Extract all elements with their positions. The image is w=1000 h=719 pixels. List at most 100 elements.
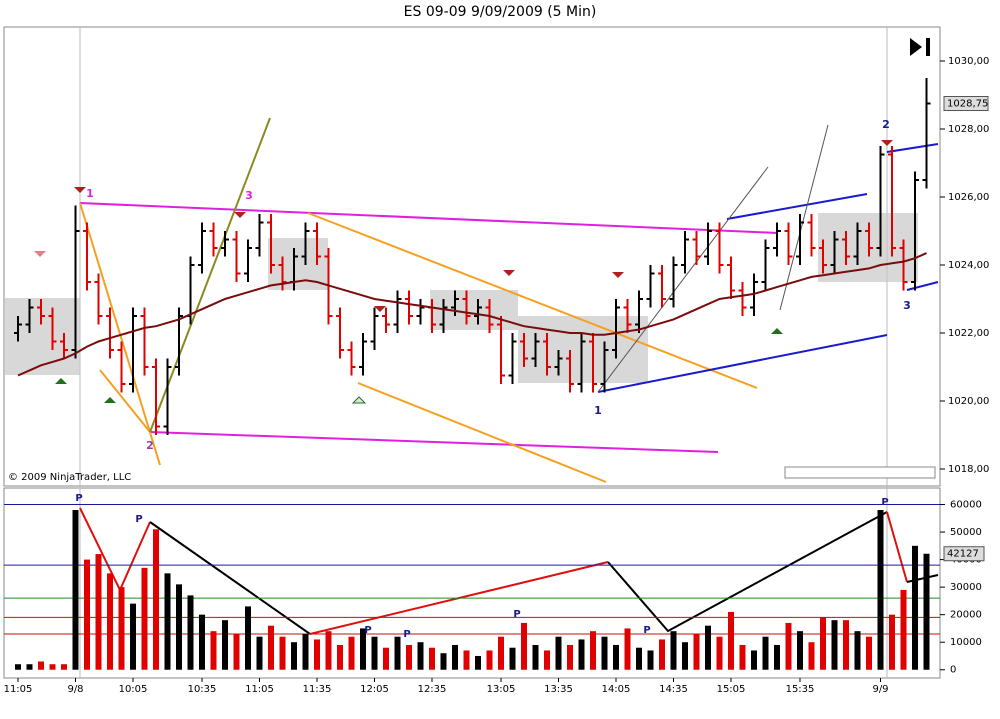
trend-line: [906, 281, 939, 291]
volume-bar: [866, 636, 872, 670]
y-tick-label: 30000: [950, 582, 982, 593]
volume-bar: [406, 644, 412, 670]
last-volume-box: [943, 546, 985, 562]
volume-bar: [15, 664, 21, 670]
signal-triangle: [104, 397, 116, 403]
volume-bar: [279, 636, 286, 670]
trend-line: [886, 143, 939, 153]
volume-bar: [877, 510, 884, 670]
volume-bar: [291, 642, 297, 670]
volume-bar: [26, 664, 33, 670]
volume-bar: [176, 584, 182, 670]
volume-bar: [900, 589, 907, 670]
trend-line: [597, 166, 769, 393]
volume-bar: [682, 642, 688, 670]
trend-line: [779, 124, 829, 311]
volume-bar: [222, 620, 228, 670]
play-icon-bar[interactable]: [926, 38, 930, 56]
volume-bar: [475, 655, 481, 670]
range-box: [518, 316, 648, 383]
volume-bar: [153, 529, 159, 670]
signal-triangle: [612, 272, 624, 278]
volume-bar: [636, 647, 642, 670]
x-tick-label: 11:05: [245, 684, 274, 695]
volume-bar: [923, 553, 930, 670]
volume-bar: [854, 631, 861, 670]
volume-bar: [141, 567, 148, 670]
volume-bar: [199, 614, 205, 670]
x-tick-label: 11:35: [303, 684, 332, 695]
last-price-label: 1028,75: [947, 99, 988, 110]
volume-bar: [659, 639, 665, 670]
x-tick-label: 14:05: [602, 684, 631, 695]
trend-line: [149, 431, 719, 453]
volume-bar: [498, 636, 504, 670]
last-volume-label: 42127: [947, 549, 979, 560]
pivot-marker: P: [135, 514, 142, 525]
y-tick-label: 0: [950, 665, 956, 676]
volume-bar: [670, 631, 677, 670]
signal-triangle: [881, 140, 893, 146]
wave-label: 2: [146, 439, 154, 452]
y-tick-label: 1024,00: [948, 260, 989, 271]
volume-bar: [624, 628, 631, 670]
x-tick-label: 9/9: [872, 684, 888, 695]
trend-line: [99, 369, 151, 433]
volume-bar: [751, 650, 757, 670]
volume-bar: [601, 636, 608, 670]
volume-bar: [61, 664, 67, 670]
volume-bar: [797, 631, 803, 670]
scrollbar[interactable]: [784, 466, 936, 479]
volume-bar: [429, 647, 435, 670]
wave-label: 3: [903, 299, 911, 312]
volume-bar: [774, 644, 780, 670]
wave-label: 2: [882, 118, 890, 131]
volume-bar: [693, 633, 700, 670]
y-tick-label: 1018,00: [948, 464, 989, 475]
signal-triangle: [351, 396, 367, 404]
volume-bar: [245, 606, 251, 670]
x-tick-label: 12:05: [360, 684, 389, 695]
volume-bar: [716, 636, 723, 670]
y-tick-label: 20000: [950, 610, 982, 621]
x-tick-label: 14:35: [659, 684, 688, 695]
volume-bar: [728, 611, 734, 670]
last-price-box: [943, 96, 989, 111]
y-tick-label: 50000: [950, 527, 982, 538]
y-tick-label: 1022,00: [948, 328, 989, 339]
volume-bar: [808, 642, 815, 670]
copyright: © 2009 NinjaTrader, LLC: [8, 472, 131, 483]
volume-bar: [38, 661, 44, 670]
volume-bar: [360, 628, 366, 670]
volume-bar: [164, 573, 171, 670]
x-tick-label: 10:05: [119, 684, 148, 695]
signal-triangle: [34, 251, 46, 257]
signal-triangle: [234, 212, 246, 218]
y-tick-label: 1026,00: [948, 192, 989, 203]
trend-line: [149, 117, 271, 433]
volume-panel: [3, 487, 941, 679]
x-tick-label: 10:35: [188, 684, 217, 695]
volume-bar: [72, 510, 79, 670]
pivot-marker: P: [513, 609, 520, 620]
volume-bar: [567, 644, 573, 670]
signal-triangle: [55, 378, 67, 384]
volume-bar: [394, 636, 401, 670]
volume-bar: [302, 633, 309, 670]
trend-line: [726, 193, 868, 220]
x-tick-label: 15:35: [786, 684, 815, 695]
volume-bar: [49, 664, 56, 670]
volume-bar: [831, 620, 838, 670]
volume-bar: [705, 625, 711, 670]
wave-label: 1: [594, 404, 602, 417]
volume-bar: [210, 631, 217, 670]
volume-bar: [187, 595, 194, 670]
trend-lines: [79, 117, 939, 483]
y-tick-label: 10000: [950, 637, 982, 648]
volume-bar: [463, 650, 470, 670]
trend-line: [357, 382, 607, 483]
volume-bar: [130, 603, 136, 670]
swing-line: [607, 511, 888, 633]
y-tick-label: 1030,00: [948, 56, 989, 67]
play-icon[interactable]: [910, 38, 922, 56]
